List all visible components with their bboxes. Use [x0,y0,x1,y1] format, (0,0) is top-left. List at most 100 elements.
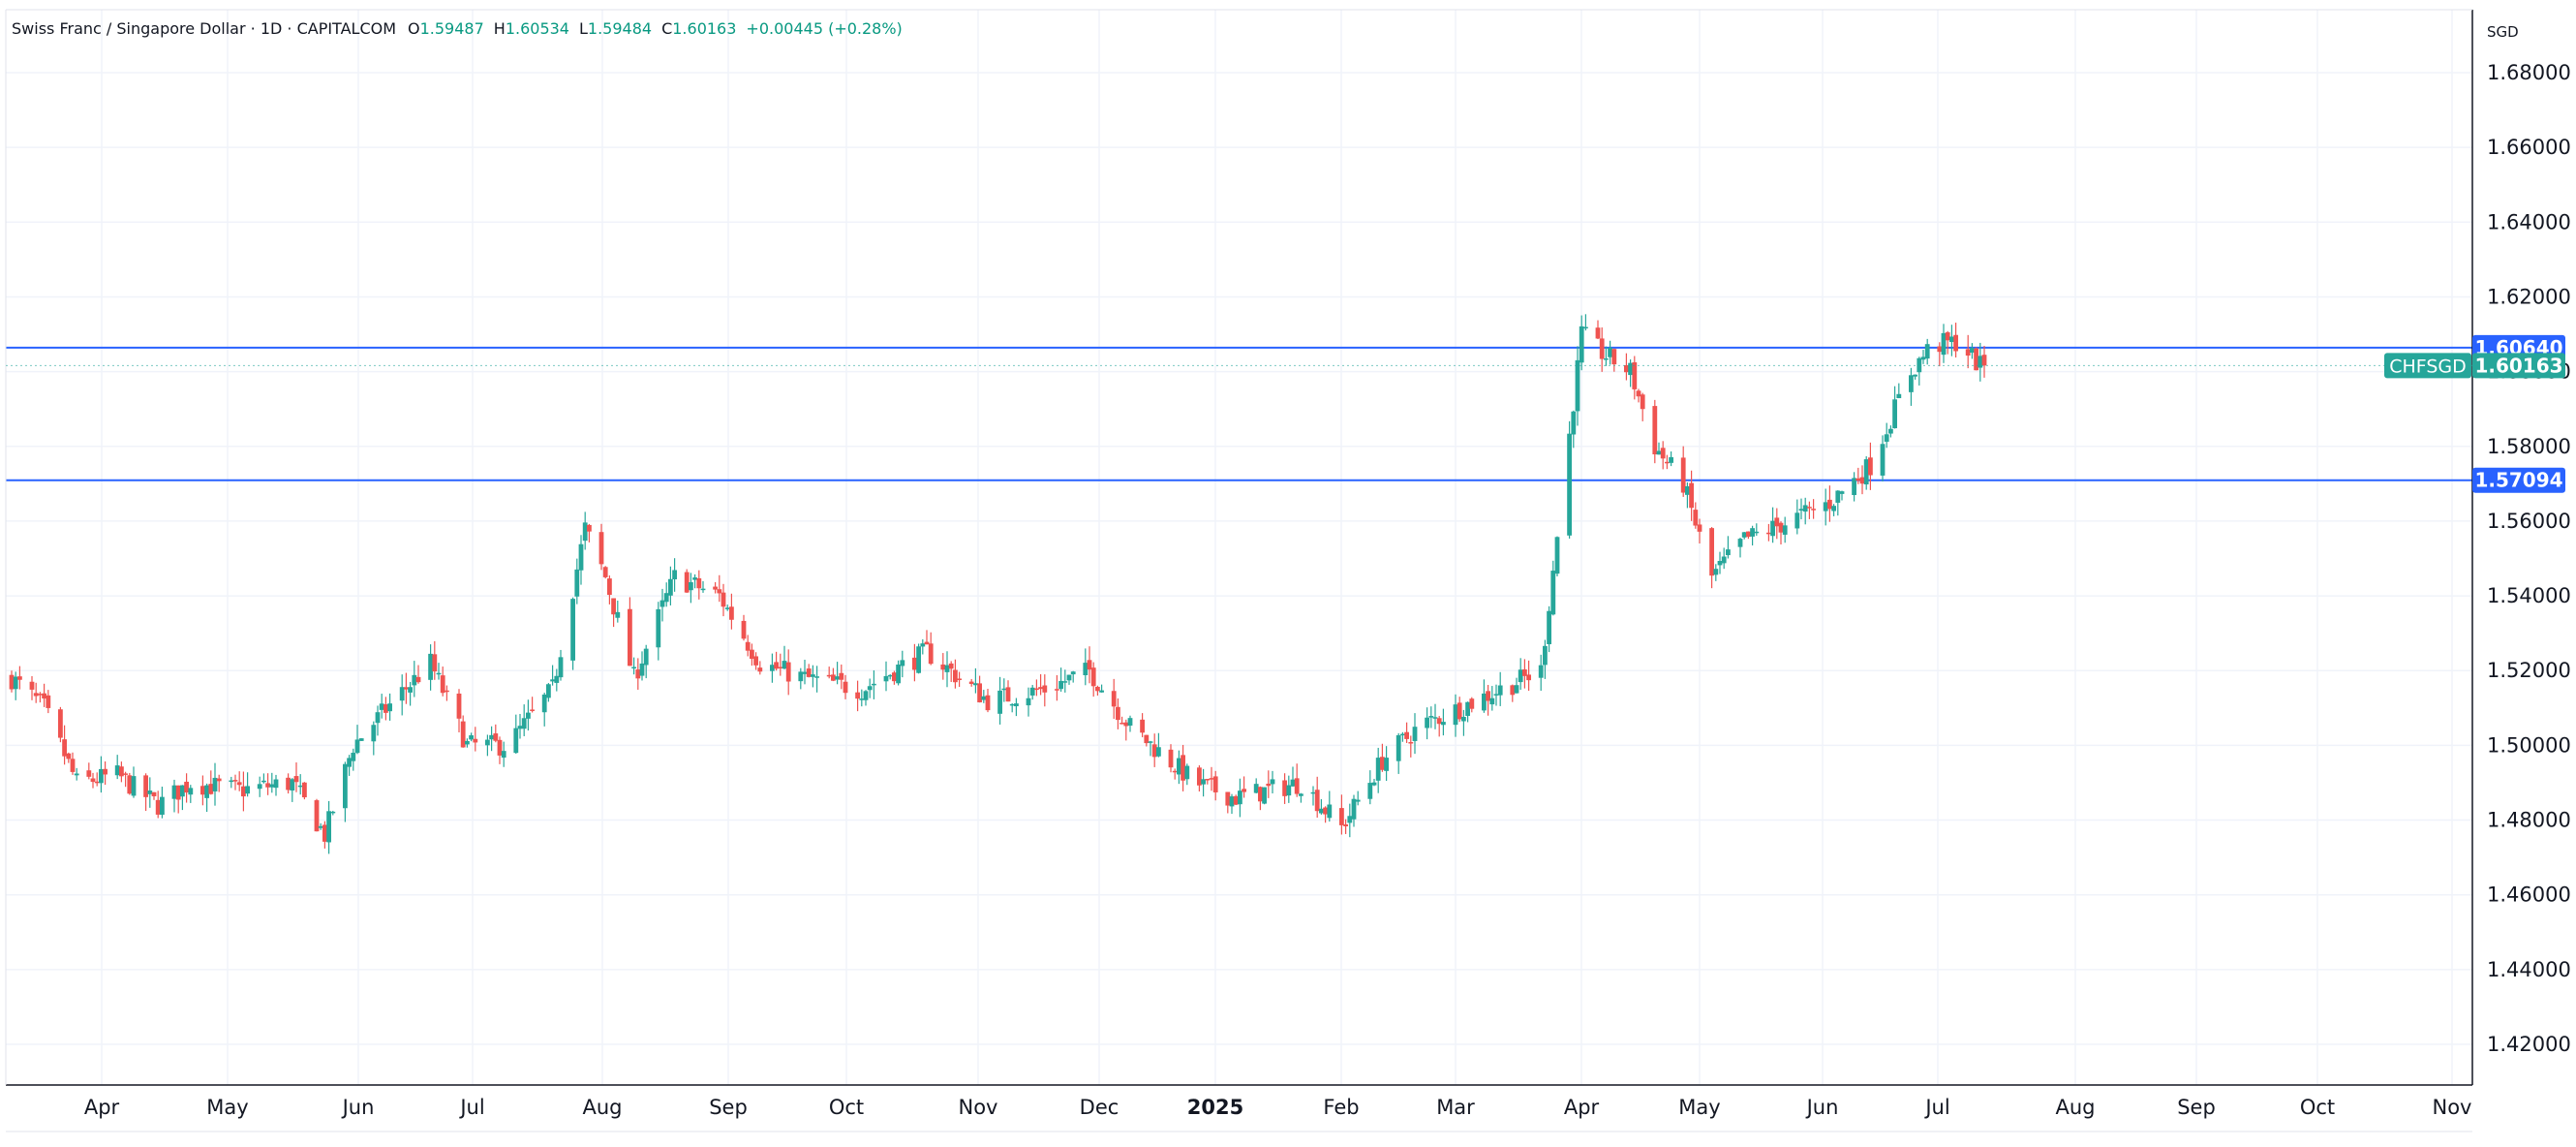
candle-body [1550,571,1556,615]
y-axis[interactable]: SGD1.680001.660001.640001.620001.600001.… [5,9,2571,1132]
y-tick-label: 1.48000 [2487,809,2571,832]
candle-body [1892,399,1897,429]
candle-body [375,712,381,724]
candle-body [1737,539,1743,547]
x-tick-label: Nov [2433,1096,2472,1119]
symbol-badge [2384,353,2471,379]
candle-body [1428,716,1434,718]
candle-body [1978,356,1983,368]
candle-body [155,799,161,815]
candle-body [957,678,962,680]
candle-body [916,646,921,673]
candle-body [1062,681,1068,683]
x-axis[interactable]: Apr May Jun Jul Aug Sep Oct Nov Dec 2025 Feb Mar Apr… [84,1096,2472,1119]
legend-high-label: H [493,19,506,38]
candle-body [1766,532,1771,535]
candle-body [598,532,604,565]
candle-body [855,692,860,699]
candle-body [216,778,222,782]
candle-body [802,671,808,674]
candle-body [1095,686,1100,692]
candle-body [1029,687,1035,696]
candle-body [286,777,291,790]
candle-body [981,696,987,700]
candle-body [1034,688,1039,691]
horizontal-lines[interactable] [6,346,2472,481]
candle-body [9,674,15,690]
candle-body [1660,448,1666,459]
candle-body [696,577,702,589]
candle-body [1116,706,1120,721]
candle-body [668,578,673,596]
candle-body [721,592,726,607]
candle-body [628,608,632,666]
candle-body [1400,733,1405,736]
candle-body [412,674,417,686]
candle-body [521,718,527,729]
candle-body [526,712,531,719]
candle-body [1656,450,1662,455]
candle-body [700,588,706,591]
candle-body [785,662,791,682]
candle-body [1314,790,1320,812]
candle-body [1262,787,1267,804]
candle-body [1253,784,1259,793]
y-tick-label: 1.42000 [2487,1033,2571,1056]
candle-body [944,665,950,672]
candle-body [1380,757,1385,770]
current-price-value: 1.60163 [2474,354,2562,377]
candle-body [1726,549,1731,556]
x-tick-label: Oct [2300,1096,2335,1119]
x-tick-label: Jun [1805,1096,1839,1119]
x-tick-label: Feb [1323,1096,1359,1119]
candle-body [1827,499,1832,510]
legend-high-value: 1.60534 [505,19,569,38]
current-price-badge [2472,353,2565,379]
candle-body [1579,326,1584,363]
candle-body [1197,767,1202,786]
candle-body [1225,791,1231,806]
candle-body [1880,444,1886,476]
candle-body [1624,364,1629,373]
candle-body [184,781,189,793]
candle-body [1953,334,1958,352]
candle-body [635,669,641,679]
candle-body [1709,528,1714,576]
candle-body [1294,778,1300,794]
candle-body [1721,556,1727,564]
candle-body [204,785,209,798]
candle-body [713,586,718,590]
candle-body [912,657,917,670]
candle-body [659,600,665,607]
candle-body [1266,783,1272,787]
candle-body [602,567,608,577]
candle-body [1636,390,1641,397]
candle-body [1058,680,1063,690]
candle-body [1839,491,1845,494]
candle-body [1665,461,1670,464]
candle-body [297,785,303,788]
candle-body [1831,506,1836,512]
legend-open-value: 1.59487 [419,19,484,38]
candle-body [1127,718,1133,727]
candle-body [229,780,234,783]
candle-body [1144,734,1150,744]
candle-body [631,666,636,669]
candle-body [1482,693,1487,711]
candle-body [1909,375,1914,392]
legend-low-label: L [578,19,588,38]
candle-body [1835,490,1841,503]
y-tick-label: 1.54000 [2487,584,2571,607]
candle-body [1754,531,1760,534]
legend-change: +0.00445 (+0.28%) [746,19,903,38]
candle-body [1514,685,1519,694]
x-tick-label: Oct [829,1096,864,1119]
candle-body [1608,347,1612,357]
candle-body [656,608,661,648]
candle-body [383,703,388,713]
candle-body [554,675,560,683]
candle-body [757,667,763,672]
